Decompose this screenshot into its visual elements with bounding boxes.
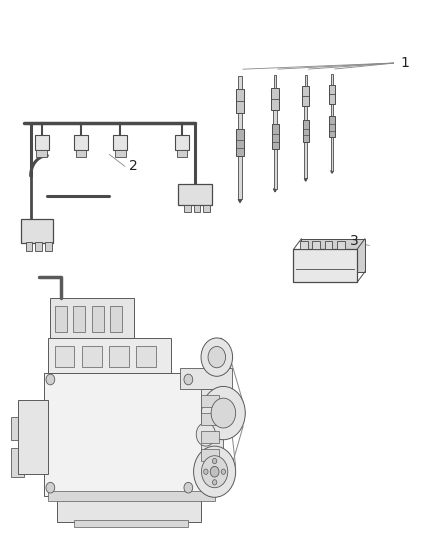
Circle shape <box>208 346 226 368</box>
Bar <box>50 298 134 338</box>
Bar <box>293 249 357 282</box>
Bar <box>331 137 333 171</box>
Bar <box>303 119 309 142</box>
Bar <box>329 85 335 103</box>
Bar <box>194 205 200 212</box>
Polygon shape <box>273 189 277 192</box>
Bar <box>302 86 309 106</box>
Bar <box>331 75 333 85</box>
Circle shape <box>194 446 236 497</box>
Bar <box>201 449 219 461</box>
Bar <box>48 491 215 501</box>
Circle shape <box>184 374 193 385</box>
Bar <box>115 150 126 157</box>
Bar <box>11 417 24 440</box>
Bar <box>177 150 187 157</box>
Text: 1: 1 <box>401 56 410 70</box>
Bar <box>184 205 191 212</box>
Bar <box>48 338 171 373</box>
Bar <box>180 368 232 389</box>
Circle shape <box>212 480 217 485</box>
Circle shape <box>201 338 233 376</box>
Bar <box>76 150 86 157</box>
Bar <box>201 413 219 425</box>
Bar <box>55 306 67 332</box>
Circle shape <box>46 374 55 385</box>
Bar <box>304 75 307 86</box>
Bar <box>312 241 320 249</box>
Circle shape <box>46 482 55 493</box>
Bar <box>201 389 223 469</box>
Bar <box>273 149 277 189</box>
Bar <box>136 346 156 367</box>
Bar <box>331 103 333 116</box>
Bar <box>325 241 332 249</box>
Bar <box>274 75 276 87</box>
Bar <box>73 306 85 332</box>
Bar <box>175 135 189 150</box>
Bar <box>236 129 244 156</box>
Bar <box>109 346 129 367</box>
Bar <box>304 142 307 179</box>
Bar <box>201 431 219 443</box>
Bar <box>35 135 49 150</box>
Circle shape <box>196 423 215 446</box>
Text: 2: 2 <box>129 159 138 173</box>
Circle shape <box>221 469 226 474</box>
Bar <box>92 306 104 332</box>
Bar <box>26 242 32 251</box>
Bar <box>82 346 102 367</box>
Bar <box>201 395 219 407</box>
Polygon shape <box>304 179 307 181</box>
Bar <box>45 242 52 251</box>
Bar <box>239 76 242 89</box>
Bar <box>57 493 201 522</box>
Bar <box>74 135 88 150</box>
Text: 3: 3 <box>350 234 359 248</box>
Circle shape <box>212 458 217 464</box>
Circle shape <box>210 466 219 477</box>
Bar <box>304 106 307 119</box>
Circle shape <box>201 456 228 488</box>
Bar <box>238 156 242 199</box>
Polygon shape <box>238 199 242 203</box>
Bar <box>203 205 210 212</box>
Bar <box>21 219 53 243</box>
Bar <box>35 242 42 251</box>
Circle shape <box>204 469 208 474</box>
Bar <box>300 241 308 249</box>
Bar <box>337 241 345 249</box>
Bar <box>301 239 365 272</box>
Bar <box>36 150 47 157</box>
Bar <box>18 400 48 474</box>
Bar <box>238 113 242 129</box>
Bar <box>271 87 279 110</box>
Bar <box>113 135 127 150</box>
Bar <box>329 116 335 137</box>
Circle shape <box>201 386 245 440</box>
Bar <box>44 373 219 496</box>
Bar <box>11 448 24 477</box>
Circle shape <box>211 398 236 428</box>
Bar <box>272 124 279 149</box>
Circle shape <box>184 482 193 493</box>
Bar <box>273 110 277 124</box>
Polygon shape <box>331 171 333 173</box>
Bar <box>236 89 244 113</box>
Bar <box>178 184 212 205</box>
Bar <box>74 520 188 527</box>
Bar <box>55 346 74 367</box>
Bar <box>110 306 122 332</box>
